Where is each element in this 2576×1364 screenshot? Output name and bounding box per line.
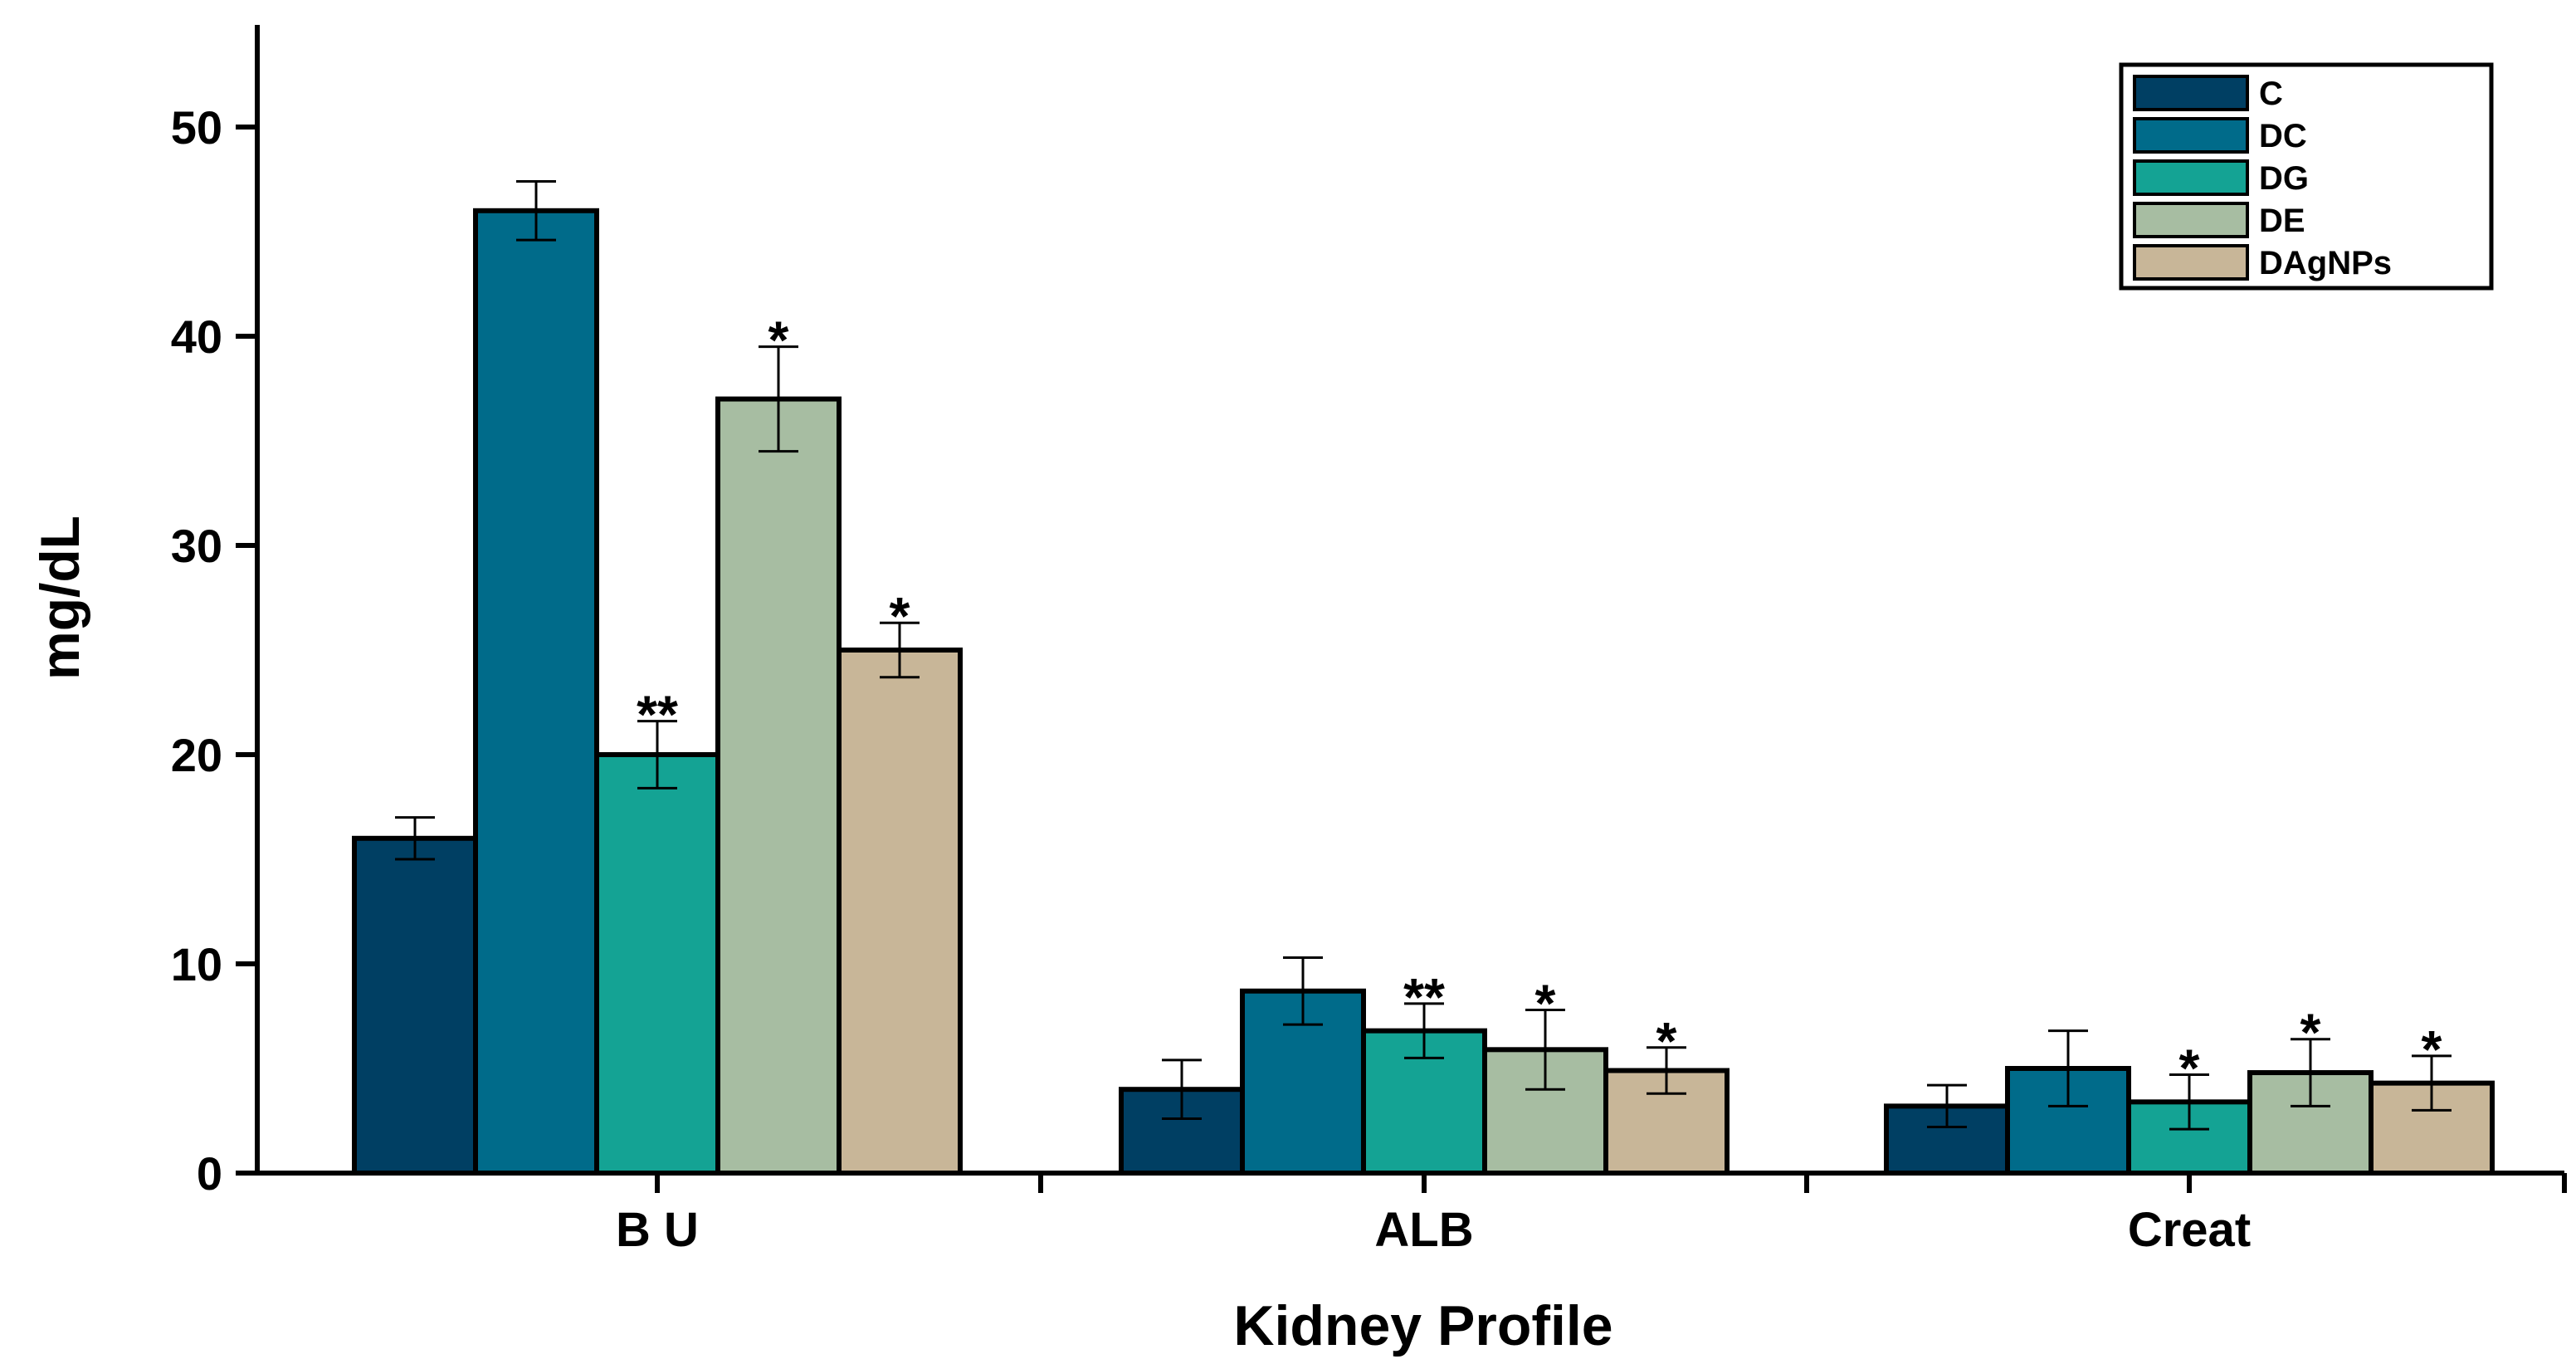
x-tick-label: B U [616,1203,699,1257]
y-tick-label: 30 [171,520,222,572]
bar [352,835,478,1176]
error-bar [1404,1002,1444,1059]
legend-swatch [2133,159,2249,196]
significance-marker: * [2422,1019,2442,1079]
bar-group: * * * [1884,1003,2495,1176]
legend: C DC DG DE DAgNPs [2119,62,2494,291]
legend-swatch [2133,202,2249,238]
error-bar [1162,1058,1202,1120]
legend-swatch [2133,75,2249,111]
y-tick-label: 10 [171,938,222,990]
significance-marker: ** [1403,967,1445,1027]
error-bar [1647,1046,1686,1095]
legend-item: DAgNPs [2133,244,2392,281]
x-tick-label: Creat [2128,1203,2251,1257]
x-tick-label: ALB [1374,1203,1473,1257]
x-ticks: B U ALB Creat [616,1173,2567,1257]
significance-marker: * [890,586,910,646]
error-bar [2169,1073,2209,1131]
error-bar [880,621,920,679]
bar-group: **** [1119,956,1730,1176]
bar [837,648,963,1176]
legend-label: C [2259,76,2283,112]
y-tick-label: 0 [197,1147,222,1200]
legend-label: DE [2259,203,2305,239]
legend-swatch [2133,244,2249,281]
bar [473,208,599,1176]
significance-marker: ** [637,685,678,745]
bar [594,752,720,1176]
bar-group: **** [352,180,963,1176]
y-tick-label: 40 [171,310,222,363]
significance-marker: * [2179,1039,2200,1098]
significance-marker: * [768,310,789,370]
error-bar [1525,1008,1565,1091]
significance-marker: * [2300,1003,2321,1063]
legend-item: C [2133,75,2283,112]
error-bar [2048,1029,2088,1107]
significance-marker: * [1656,1011,1677,1071]
y-tick-label: 20 [171,729,222,781]
error-bar [2412,1054,2452,1112]
error-bar [637,720,677,790]
legend-label: DG [2259,160,2309,197]
error-bar [395,816,435,861]
legend-item: DC [2133,117,2307,154]
legend-item: DG [2133,159,2309,197]
legend-swatch [2133,117,2249,154]
error-bar [1283,956,1323,1026]
legend-label: DAgNPs [2259,245,2392,281]
plot-area: ****** ** ** * [352,180,2495,1176]
legend-label: DC [2259,118,2307,154]
y-axis: 0 10 20 30 40 50 mg/dL [29,25,260,1200]
x-axis: B U ALB Creat Kidney Profile [255,1171,2567,1357]
legend-item: DE [2133,202,2305,239]
significance-marker: * [1535,973,1556,1033]
x-axis-title: Kidney Profile [1233,1294,1612,1357]
error-bar [2291,1038,2330,1107]
y-axis-title: mg/dL [29,516,90,680]
error-bar [516,180,556,242]
error-bar [759,345,798,453]
error-bar [1927,1083,1967,1129]
y-ticks: 0 10 20 30 40 50 [171,101,257,1200]
y-tick-label: 50 [171,101,222,154]
bar [715,396,842,1176]
